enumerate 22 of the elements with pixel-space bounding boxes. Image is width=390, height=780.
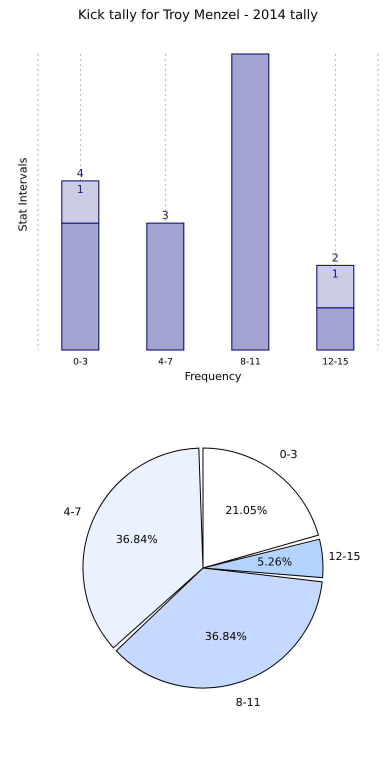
x-tick-label: 8-11	[240, 357, 261, 368]
y-axis-title: Stat Intervals	[16, 156, 30, 234]
bar	[231, 54, 270, 350]
bar	[146, 222, 184, 350]
data-label: 36.84%	[116, 533, 158, 546]
total-label: 3	[162, 209, 169, 222]
data-label: 1	[76, 182, 84, 196]
data-label: 21.05%	[225, 504, 268, 518]
chart-title: Kick tally for Troy Menzel - 2014 tally	[77, 8, 319, 25]
x-tick-label: 0-3	[73, 357, 88, 368]
slice-label: 8-11	[236, 696, 261, 710]
slice-label: 4-7	[63, 506, 82, 519]
x-tick-label: 12-15	[322, 357, 349, 368]
slice-label: 12-15	[328, 550, 361, 564]
data-label: 36.84%	[204, 630, 247, 643]
slice-label: 0-3	[280, 448, 298, 462]
x-tick-label: 4-7	[158, 357, 173, 368]
x-axis-title: Frequency	[184, 370, 242, 383]
data-label: 5.26%	[257, 556, 292, 569]
total-label: 4	[76, 166, 84, 180]
data-label: 1	[332, 267, 339, 280]
total-label: 2	[332, 251, 339, 264]
